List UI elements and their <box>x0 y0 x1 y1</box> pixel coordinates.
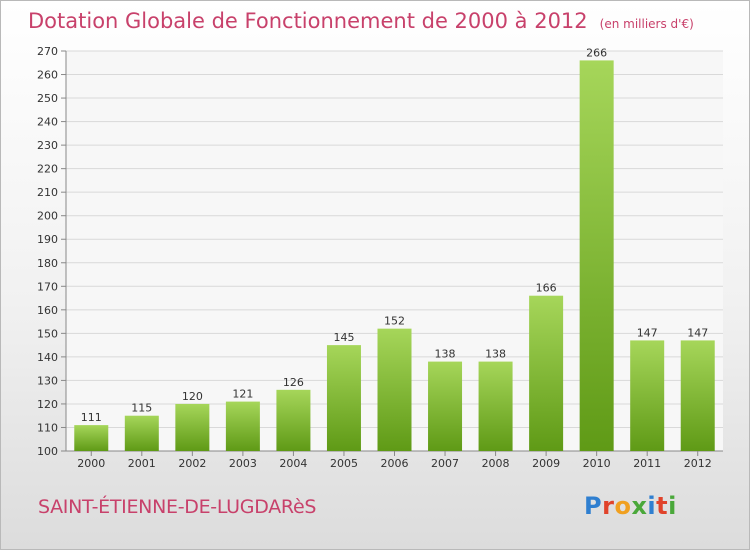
y-tick-label: 180 <box>37 257 58 270</box>
y-tick-label: 130 <box>37 374 58 387</box>
data-label: 145 <box>333 331 354 344</box>
x-tick-label: 2008 <box>482 457 510 470</box>
y-tick-label: 230 <box>37 139 58 152</box>
y-tick-label: 140 <box>37 351 58 364</box>
logo-letter: x <box>631 492 648 520</box>
x-tick-label: 2005 <box>330 457 358 470</box>
chart-title: Dotation Globale de Fonctionnement de 20… <box>28 9 694 33</box>
x-tick-label: 2010 <box>583 457 611 470</box>
x-tick-label: 2004 <box>279 457 307 470</box>
x-tick-label: 2012 <box>684 457 712 470</box>
data-label: 138 <box>435 348 456 361</box>
logo-letter: o <box>614 492 632 520</box>
x-tick-label: 2006 <box>381 457 409 470</box>
proxiti-logo: Proxiti <box>584 492 677 520</box>
y-tick-label: 100 <box>37 445 58 458</box>
commune-name: SAINT-ÉTIENNE-DE-LUGDARèS <box>38 496 317 518</box>
bar <box>428 361 463 451</box>
data-label: 147 <box>637 326 658 339</box>
y-tick-label: 220 <box>37 163 58 176</box>
x-tick-label: 2001 <box>128 457 156 470</box>
y-tick-label: 150 <box>37 327 58 340</box>
y-tick-label: 260 <box>37 69 58 82</box>
bar <box>478 361 513 451</box>
bar <box>529 295 564 451</box>
logo-letter: i <box>647 492 657 520</box>
y-tick-label: 170 <box>37 280 58 293</box>
data-label: 115 <box>131 402 152 415</box>
logo-letter: P <box>584 492 603 520</box>
unit-label: (en milliers d'€) <box>599 17 694 31</box>
bar <box>175 403 210 451</box>
bar <box>74 425 109 451</box>
x-tick-label: 2002 <box>178 457 206 470</box>
data-label: 120 <box>182 390 203 403</box>
bar <box>124 415 159 451</box>
x-tick-label: 2011 <box>633 457 661 470</box>
title-text: Dotation Globale de Fonctionnement de 20… <box>28 9 588 33</box>
y-tick-label: 210 <box>37 186 58 199</box>
bar <box>326 345 361 451</box>
logo-letter: t <box>656 492 669 520</box>
y-tick-label: 250 <box>37 92 58 105</box>
data-label: 152 <box>384 315 405 328</box>
y-tick-label: 200 <box>37 210 58 223</box>
logo-letter: i <box>668 492 677 520</box>
bar <box>630 340 665 451</box>
data-label: 121 <box>232 388 253 401</box>
logo-letter: r <box>602 492 615 520</box>
x-tick-label: 2009 <box>532 457 560 470</box>
data-label: 147 <box>687 326 708 339</box>
x-tick-label: 2003 <box>229 457 257 470</box>
y-tick-label: 160 <box>37 304 58 317</box>
data-label: 266 <box>586 46 607 59</box>
x-tick-label: 2007 <box>431 457 459 470</box>
bar <box>579 60 614 451</box>
bar <box>680 340 715 451</box>
x-tick-label: 2000 <box>77 457 105 470</box>
data-label: 138 <box>485 348 506 361</box>
y-tick-label: 190 <box>37 233 58 246</box>
data-label: 111 <box>81 411 102 424</box>
data-label: 126 <box>283 376 304 389</box>
bar <box>377 328 412 451</box>
y-tick-label: 110 <box>37 421 58 434</box>
y-tick-label: 120 <box>37 398 58 411</box>
y-tick-label: 270 <box>37 45 58 58</box>
y-tick-label: 240 <box>37 116 58 129</box>
bar <box>225 401 260 451</box>
data-label: 166 <box>536 282 557 295</box>
bar <box>276 389 311 451</box>
